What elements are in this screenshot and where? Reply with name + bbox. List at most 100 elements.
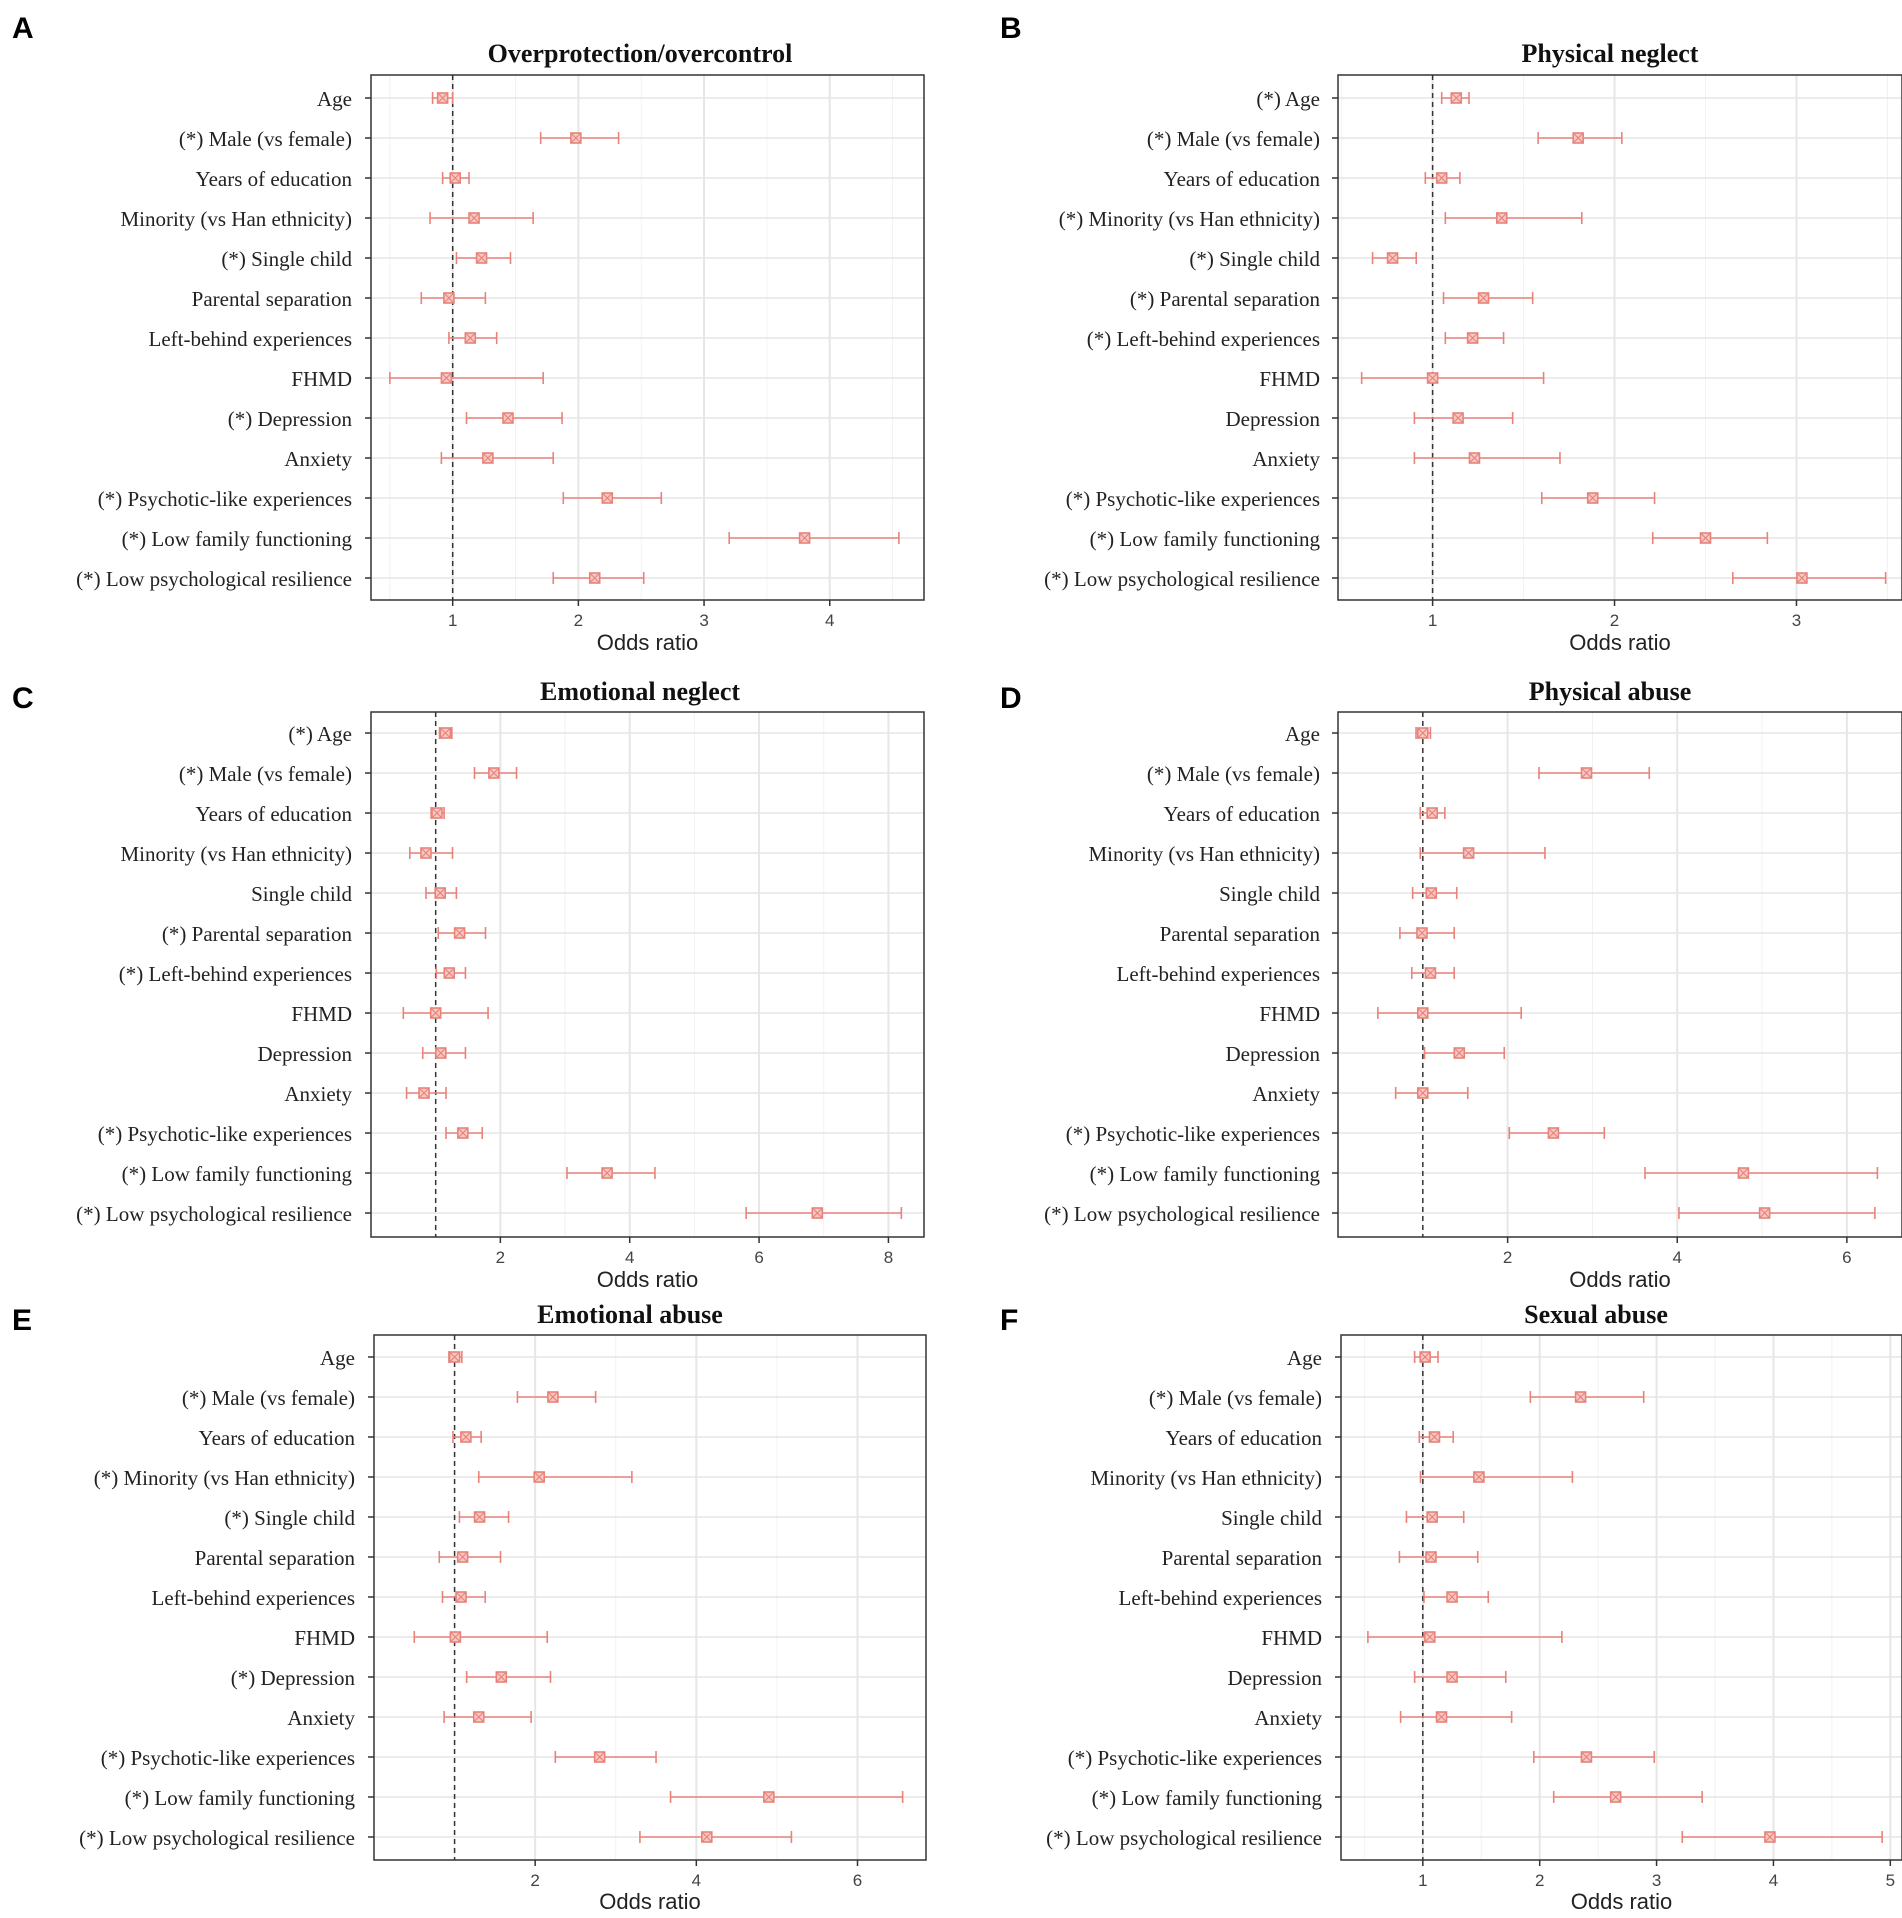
x-tick-label: 4: [1769, 1871, 1778, 1890]
point-cross: [1796, 572, 1808, 584]
row-label: (*) Psychotic-like experiences: [98, 487, 352, 511]
row-label: (*) Low psychological resilience: [76, 567, 352, 591]
x-axis-label: Odds ratio: [1569, 1267, 1671, 1292]
point-cross: [435, 1047, 447, 1059]
point-cross: [457, 1551, 469, 1563]
chart-title: Emotional neglect: [540, 677, 740, 706]
point-cross: [1416, 927, 1428, 939]
point-cross: [1547, 1127, 1559, 1139]
point-cross: [1446, 1591, 1458, 1603]
row-label: Age: [1287, 1346, 1322, 1370]
row-label: (*) Male (vs female): [1147, 127, 1320, 151]
point-cross: [482, 452, 494, 464]
point-cross: [589, 572, 601, 584]
row-label: Years of education: [1164, 167, 1321, 191]
point-cross: [439, 727, 451, 739]
row-label: Anxiety: [284, 1082, 352, 1106]
point-cross: [502, 412, 514, 424]
row-label: (*) Male (vs female): [1147, 762, 1320, 786]
x-axis-label: Odds ratio: [1569, 630, 1671, 655]
x-tick-label: 2: [1610, 611, 1619, 630]
row-label: (*) Psychotic-like experiences: [1066, 1122, 1320, 1146]
row-label: (*) Single child: [1189, 247, 1320, 271]
row-label: (*) Male (vs female): [179, 762, 352, 786]
row-label: (*) Psychotic-like experiences: [98, 1122, 352, 1146]
plot-border: [373, 1334, 927, 1861]
point-cross: [1610, 1791, 1622, 1803]
row-label: FHMD: [294, 1626, 355, 1650]
point-cross: [570, 132, 582, 144]
row-label: (*) Parental separation: [162, 922, 353, 946]
point-cross: [1419, 1351, 1431, 1363]
row-label: (*) Low family functioning: [122, 1162, 353, 1186]
row-label: Anxiety: [287, 1706, 355, 1730]
point-cross: [1417, 1087, 1429, 1099]
x-tick-label: 1: [1428, 611, 1437, 630]
panel-letter: F: [1000, 1304, 1018, 1337]
point-cross: [449, 1631, 461, 1643]
row-label: (*) Single child: [224, 1506, 355, 1530]
row-label: Years of education: [1166, 1426, 1323, 1450]
x-tick-label: 2: [574, 611, 583, 630]
row-label: Age: [1285, 722, 1320, 746]
x-tick-label: 2: [496, 1248, 505, 1267]
point-cross: [1478, 292, 1489, 304]
row-label: Left-behind experiences: [1119, 1586, 1322, 1610]
row-label: Depression: [1228, 1666, 1323, 1690]
point-cross: [468, 212, 480, 224]
row-label: FHMD: [1259, 367, 1320, 391]
row-label: (*) Left-behind experiences: [1087, 327, 1320, 351]
point-cross: [594, 1751, 606, 1763]
row-label: Single child: [251, 882, 352, 906]
panel-letter: D: [1000, 682, 1022, 715]
row-label: Left-behind experiences: [152, 1586, 355, 1610]
row-label: (*) Parental separation: [1130, 287, 1321, 311]
point-cross: [1452, 412, 1464, 424]
point-cross: [474, 1511, 485, 1523]
plot-border: [370, 711, 925, 1238]
panel-d: D Physical abuse Age (*) Male (vs female) Ye…: [1000, 677, 1902, 1292]
row-label: (*) Low psychological resilience: [1046, 1826, 1322, 1850]
point-cross: [430, 1007, 442, 1019]
point-cross: [1581, 767, 1592, 779]
panel-letter: A: [12, 12, 34, 45]
x-tick-label: 2: [530, 1871, 539, 1890]
x-tick-label: 8: [884, 1248, 893, 1267]
panel-letter: E: [12, 1304, 32, 1337]
row-label: FHMD: [291, 367, 352, 391]
point-cross: [1496, 212, 1508, 224]
point-cross: [533, 1471, 545, 1483]
point-cross: [799, 532, 811, 544]
row-label: Years of education: [196, 802, 353, 826]
x-tick-label: 1: [1418, 1871, 1427, 1890]
x-tick-label: 4: [1673, 1248, 1682, 1267]
point-cross: [1581, 1751, 1592, 1763]
row-label: Parental separation: [1162, 1546, 1323, 1570]
point-cross: [601, 1167, 613, 1179]
row-label: (*) Age: [1256, 87, 1320, 111]
row-label: Minority (vs Han ethnicity): [1088, 842, 1320, 866]
row-label: FHMD: [1259, 1002, 1320, 1026]
row-label: Anxiety: [1252, 1082, 1320, 1106]
chart-title: Overprotection/overcontrol: [488, 39, 793, 68]
panel-e: E Emotional abuse Age (*) Male (vs female) Y…: [12, 1300, 927, 1914]
point-cross: [1572, 132, 1584, 144]
row-label: (*) Low psychological resilience: [76, 1202, 352, 1226]
row-label: (*) Male (vs female): [182, 1386, 355, 1410]
point-cross: [443, 967, 455, 979]
point-cross: [1417, 1007, 1429, 1019]
point-cross: [1700, 532, 1711, 544]
point-cross: [418, 1087, 430, 1099]
row-label: (*) Low psychological resilience: [79, 1826, 355, 1850]
point-cross: [1436, 1711, 1447, 1723]
x-axis-label: Odds ratio: [599, 1889, 701, 1914]
point-cross: [1473, 1471, 1485, 1483]
point-cross: [473, 1711, 485, 1723]
x-axis-label: Odds ratio: [1571, 1889, 1673, 1914]
row-label: (*) Minority (vs Han ethnicity): [1059, 207, 1320, 231]
point-cross: [1425, 1551, 1437, 1563]
point-cross: [437, 92, 449, 104]
plot-border: [1337, 711, 1902, 1238]
point-cross: [1450, 92, 1462, 104]
